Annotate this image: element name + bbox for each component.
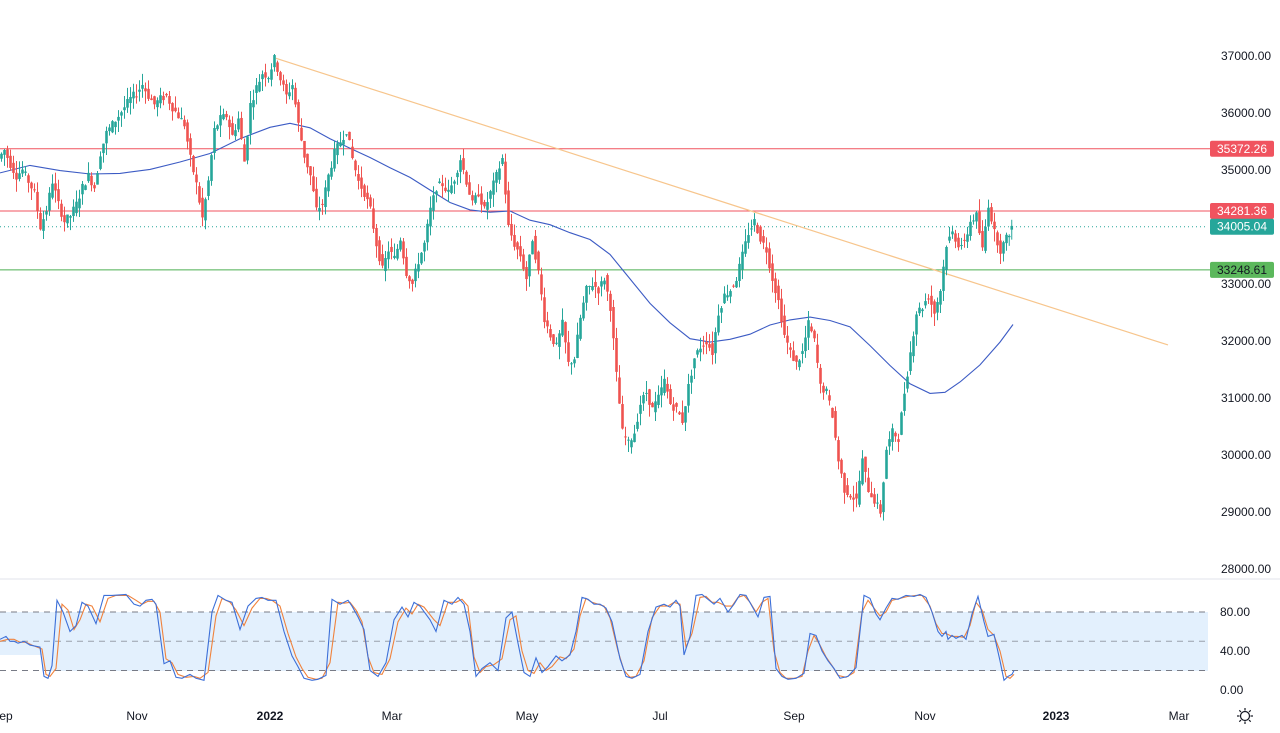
stochastic-tick-label: 0.00	[1220, 683, 1244, 697]
price-tick-label: 31000.00	[1221, 391, 1271, 405]
trendline[interactable]	[275, 57, 1169, 346]
stochastic-band-gap	[0, 655, 42, 671]
price-level-badges: 35372.26 34281.36 34005.04 33248.61	[1210, 140, 1274, 278]
price-tick-label: 30000.00	[1221, 448, 1271, 462]
price-axis[interactable]: 37000.00 36000.00 35000.00 33000.00 32000.00…	[1221, 49, 1271, 576]
price-tick-label: 32000.00	[1221, 334, 1271, 348]
svg-text:33248.61: 33248.61	[1217, 263, 1267, 277]
price-tick-label: 29000.00	[1221, 505, 1271, 519]
svg-text:35372.26: 35372.26	[1217, 142, 1267, 156]
resistance-1-badge: 35372.26	[1210, 140, 1274, 157]
price-tick-label: 28000.00	[1221, 562, 1271, 576]
time-tick-label: 2023	[1043, 709, 1070, 723]
stochastic-axis[interactable]: 80.00 40.00 0.00	[1220, 605, 1250, 697]
time-tick-label: Sep	[783, 709, 805, 723]
settings-button[interactable]	[1236, 707, 1254, 725]
stochastic-tick-label: 80.00	[1220, 605, 1250, 619]
svg-text:34005.04: 34005.04	[1217, 220, 1267, 234]
stochastic-guides	[0, 611, 1208, 671]
time-tick-label: ep	[0, 709, 13, 723]
time-tick-label: Jul	[652, 709, 667, 723]
price-tick-label: 36000.00	[1221, 106, 1271, 120]
price-tick-label: 37000.00	[1221, 49, 1271, 63]
last-price-badge: 34005.04	[1210, 218, 1274, 235]
time-tick-label: Nov	[126, 709, 147, 723]
gear-icon	[1237, 708, 1253, 724]
horizontal-levels[interactable]	[0, 148, 1210, 271]
price-tick-label: 33000.00	[1221, 277, 1271, 291]
time-tick-label: 2022	[257, 709, 284, 723]
stochastic-k-line	[0, 593, 1015, 682]
support-1-badge: 33248.61	[1210, 261, 1274, 278]
resistance-2-badge: 34281.36	[1210, 202, 1274, 219]
svg-text:34281.36: 34281.36	[1217, 204, 1267, 218]
time-tick-label: May	[516, 709, 539, 723]
stochastic-tick-label: 40.00	[1220, 644, 1250, 658]
time-tick-label: Nov	[914, 709, 935, 723]
candlestick-series	[0, 53, 1014, 521]
time-tick-label: Mar	[1169, 709, 1190, 723]
price-tick-label: 35000.00	[1221, 163, 1271, 177]
moving-average-line	[0, 122, 1014, 394]
time-tick-label: Mar	[382, 709, 403, 723]
time-axis[interactable]: ep Nov 2022 Mar May Jul Sep Nov 2023 Mar	[0, 709, 1189, 723]
stochastic-series	[0, 593, 1015, 682]
